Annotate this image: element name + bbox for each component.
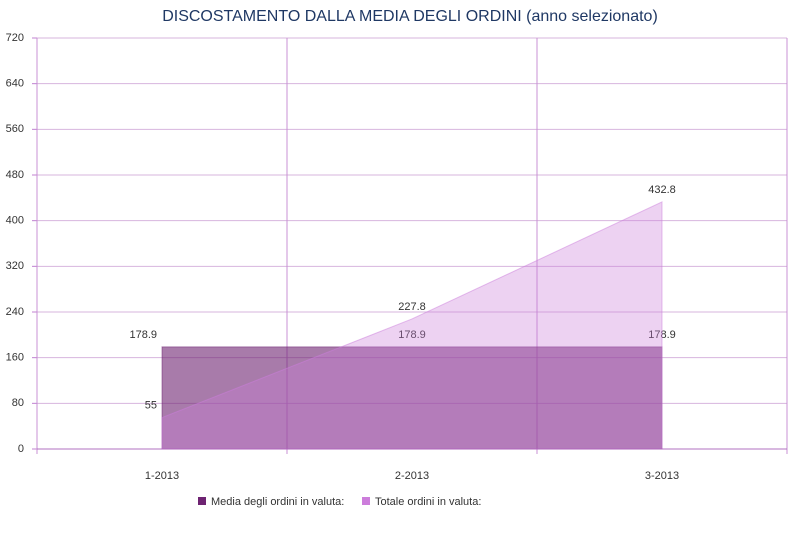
x-tick-label: 1-2013: [145, 470, 179, 482]
y-tick-label: 560: [6, 123, 24, 135]
legend-label: Media degli ordini in valuta:: [211, 496, 344, 508]
chart-title: DISCOSTAMENTO DALLA MEDIA DEGLI ORDINI (…: [162, 8, 658, 25]
data-label: 227.8: [398, 301, 426, 313]
x-tick-label: 2-2013: [395, 470, 429, 482]
y-tick-label: 720: [6, 32, 24, 44]
x-tick-label: 3-2013: [645, 470, 679, 482]
legend-label: Totale ordini in valuta:: [375, 496, 481, 508]
data-label: 55: [145, 400, 157, 412]
y-tick-label: 240: [6, 306, 24, 318]
y-tick-label: 0: [18, 443, 24, 455]
y-tick-label: 80: [12, 397, 24, 409]
y-tick-label: 160: [6, 352, 24, 364]
legend-swatch: [362, 497, 370, 505]
legend-swatch: [198, 497, 206, 505]
data-label: 178.9: [398, 329, 426, 341]
y-tick-label: 320: [6, 260, 24, 272]
y-tick-label: 400: [6, 215, 24, 227]
y-tick-label: 640: [6, 78, 24, 90]
data-label: 432.8: [648, 184, 676, 196]
area: [161, 201, 663, 450]
y-tick-label: 480: [6, 169, 24, 181]
data-label: 178.9: [129, 329, 157, 341]
